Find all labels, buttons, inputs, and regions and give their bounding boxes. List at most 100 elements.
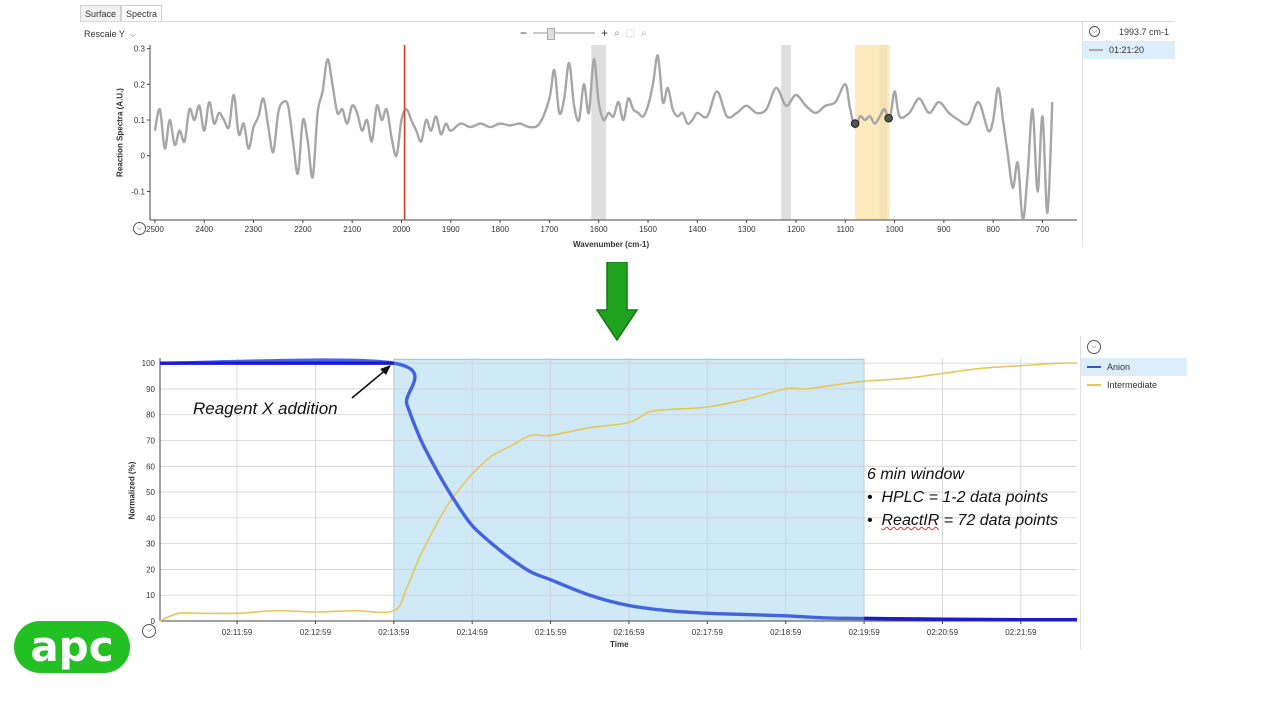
- x-axis-title: Time: [610, 640, 629, 649]
- y-tick-label: 30: [146, 540, 155, 549]
- series-swatch: [1089, 49, 1103, 51]
- panel-header: ⌵ 1993.7 cm-1: [1083, 22, 1175, 41]
- tab-divider: [80, 21, 1175, 22]
- x-tick-label: 1500: [639, 225, 657, 234]
- legend-panel: ⌵ Anion Intermediate: [1080, 336, 1187, 649]
- x-tick-label: 2500: [146, 225, 164, 234]
- legend-item-anion[interactable]: Anion: [1081, 358, 1187, 376]
- shaded-band: [591, 45, 607, 220]
- series-swatch: [1087, 366, 1101, 368]
- x-tick-label: 700: [1036, 225, 1050, 234]
- x-tick-label: 02:20:59: [927, 628, 959, 637]
- zoom-in-button[interactable]: +: [601, 26, 609, 40]
- x-tick-label: 1300: [738, 225, 756, 234]
- x-tick-label: 02:12:59: [300, 628, 332, 637]
- legend-label: Anion: [1107, 362, 1131, 372]
- spectra-chart: 0.3 0.2 0.1 0 -0.1 2500 2400 2300 2200 2100 2000 19…: [131, 45, 1077, 234]
- y-axis-title: Normalized (%): [127, 461, 137, 520]
- x-tick-label: 02:13:59: [378, 628, 410, 637]
- x-tick-label: 02:16:59: [613, 628, 645, 637]
- y-tick-label: 90: [146, 385, 155, 394]
- x-axis-title: Wavenumber (cm-1): [573, 240, 650, 249]
- x-tick-label: 02:14:59: [457, 628, 489, 637]
- spectrum-time-label: 01:21:20: [1109, 45, 1145, 55]
- x-tick-label: 1900: [442, 225, 460, 234]
- y-tick-label: 40: [146, 514, 155, 523]
- x-tick-label: 1700: [541, 225, 559, 234]
- bullet: •: [867, 489, 873, 506]
- y-tick-label: -0.1: [131, 187, 145, 196]
- annotation-arrow: [351, 365, 391, 399]
- legend-header: ⌵: [1081, 336, 1187, 358]
- band-handle-point: [884, 113, 893, 123]
- view-tabs: Surface Spectra: [80, 5, 163, 22]
- bullet: •: [867, 512, 873, 529]
- x-tick-label: 2200: [294, 225, 312, 234]
- anion-post-window-line: [864, 616, 1078, 622]
- y-tick-label: 10: [146, 591, 155, 600]
- zoom-icon[interactable]: ⌕: [614, 27, 620, 39]
- y-tick-label: 80: [146, 411, 155, 420]
- legend-label: Intermediate: [1107, 380, 1158, 390]
- zoom-reset-icon[interactable]: ⌕: [641, 27, 647, 39]
- tab-surface[interactable]: Surface: [80, 5, 122, 22]
- zoom-slider[interactable]: [533, 28, 596, 40]
- zoom-out-button[interactable]: −: [520, 26, 528, 40]
- apc-logo: apc: [14, 621, 130, 673]
- reactir-text: = 72 data points: [939, 512, 1059, 529]
- x-tick-label: 1800: [491, 225, 509, 234]
- reactir-bullet: • ReactIR = 72 data points: [867, 512, 1058, 530]
- x-tick-label: 02:18:59: [770, 628, 802, 637]
- wavenumber-readout: 1993.7 cm-1: [1118, 26, 1169, 37]
- x-tick-label: 1400: [688, 225, 706, 234]
- tab-spectra[interactable]: Spectra: [121, 5, 163, 22]
- y-tick-label: 50: [146, 488, 155, 497]
- x-tick-label: 1200: [787, 225, 805, 234]
- y-tick-label: 20: [146, 565, 155, 574]
- chevron-down-icon[interactable]: ⌵: [133, 222, 146, 235]
- legend-item-intermediate[interactable]: Intermediate: [1081, 376, 1187, 394]
- chevron-down-icon[interactable]: ⌵: [1089, 26, 1100, 37]
- x-tick-label: 02:11:59: [222, 628, 253, 637]
- y-tick-label: 0.1: [134, 116, 146, 125]
- top-side-panel: ⌵ 1993.7 cm-1 01:21:20: [1082, 22, 1175, 247]
- anion-series-line: [159, 358, 1078, 622]
- y-tick-label: 60: [146, 462, 155, 471]
- x-tick-label: 900: [937, 225, 951, 234]
- band-handle-point: [850, 119, 860, 128]
- logo-text: apc: [30, 622, 113, 671]
- x-tick-label: 800: [986, 225, 1000, 234]
- x-tick-label: 2300: [245, 225, 263, 234]
- highlight-band: [855, 45, 890, 220]
- reagent-annotation: Reagent X addition: [193, 399, 338, 418]
- x-tick-label: 2100: [343, 225, 361, 234]
- chevron-down-icon[interactable]: ⌵: [142, 624, 156, 638]
- y-tick-label: 70: [146, 437, 155, 446]
- rescale-y-label: Rescale Y: [84, 29, 125, 39]
- x-tick-label: 1100: [837, 225, 855, 234]
- chevron-down-icon[interactable]: ⌵: [1087, 340, 1101, 354]
- x-tick-label: 02:21:59: [1005, 628, 1037, 637]
- y-tick-label: 0: [141, 152, 146, 161]
- zoom-slider-handle[interactable]: [547, 28, 556, 40]
- x-tick-label: 02:19:59: [849, 628, 881, 637]
- zoom-toolbar: − + ⌕ ⬚ ⌕: [520, 26, 647, 40]
- spectrum-legend-item[interactable]: 01:21:20: [1083, 41, 1175, 59]
- rescale-y-dropdown[interactable]: Rescale Y ⌵: [84, 29, 136, 40]
- window-title: 6 min window: [867, 466, 964, 483]
- x-tick-label: 02:15:59: [535, 628, 567, 637]
- x-tick-label: 2000: [393, 225, 411, 234]
- window-note: 6 min window • HPLC = 1-2 data points • …: [867, 466, 1058, 535]
- shaded-band: [781, 45, 792, 220]
- hplc-bullet: • HPLC = 1-2 data points: [867, 489, 1058, 507]
- y-tick-label: 0.2: [134, 80, 146, 89]
- zoom-region-icon[interactable]: ⬚: [625, 27, 636, 39]
- y-tick-label: 0: [151, 617, 156, 626]
- down-arrow-icon: [595, 262, 639, 342]
- series-swatch: [1087, 384, 1101, 386]
- y-tick-label: 100: [142, 359, 156, 368]
- hplc-text: HPLC = 1-2 data points: [881, 489, 1049, 506]
- x-tick-label: 02:17:59: [692, 628, 724, 637]
- y-tick-label: 0.3: [134, 45, 146, 54]
